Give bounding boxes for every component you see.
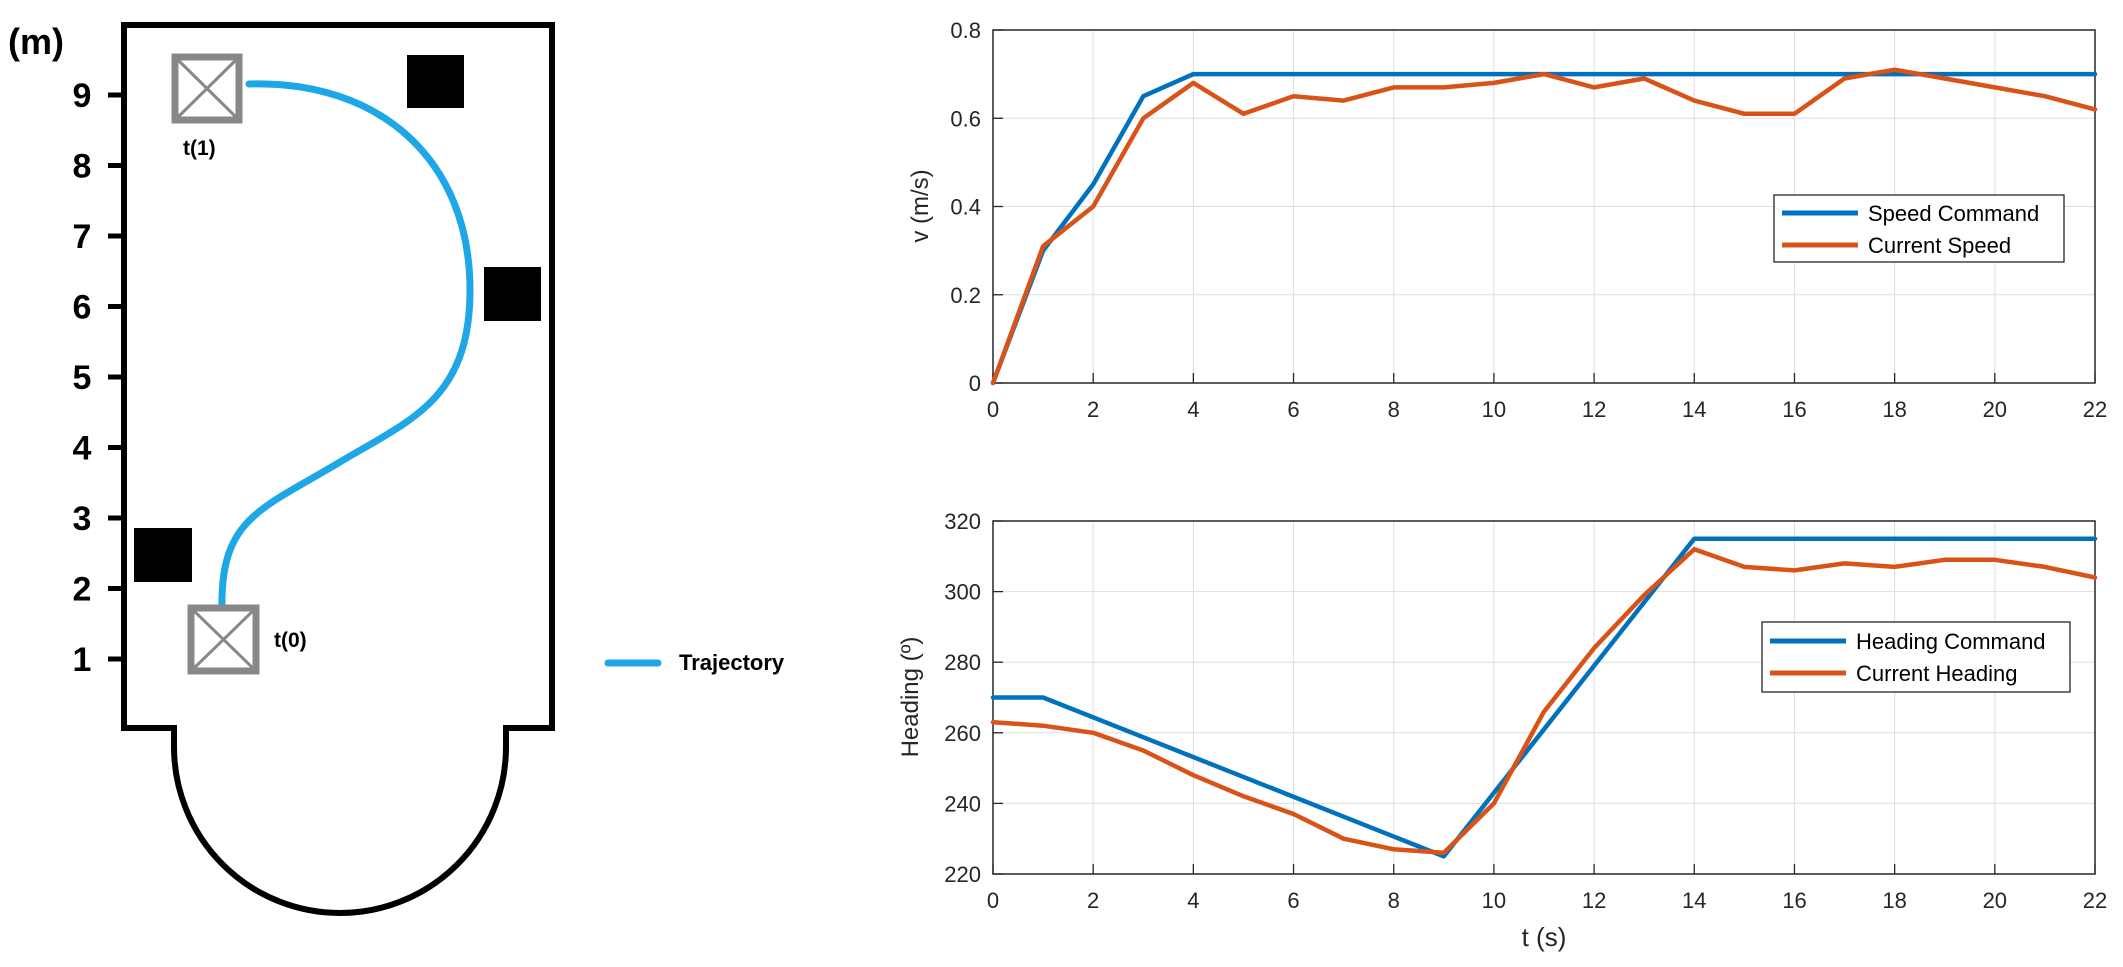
heading-x-axis: 0 2 4 6 8 10 12 14 16 18 20 22 (987, 864, 2107, 913)
map-y-tick-label: 9 (73, 77, 92, 115)
speed-y-axis: 0 0.2 0.4 0.6 0.8 (950, 18, 1003, 396)
x-tick-label: 20 (1983, 397, 2007, 422)
heading-chart: 0 2 4 6 8 10 12 14 16 18 20 22 220 240 260 280 300 320 t… (897, 509, 2107, 952)
heading-grid (992, 520, 2096, 875)
x-tick-label: 6 (1287, 397, 1299, 422)
x-tick-label: 16 (1782, 397, 1806, 422)
map-y-tick-label: 5 (73, 359, 92, 397)
y-tick-label: 260 (944, 721, 981, 746)
speed-x-axis: 0 2 4 6 8 10 12 14 16 18 20 22 (987, 373, 2107, 422)
series-line-heading-command (990, 536, 2098, 859)
heading-plot-area (992, 520, 2096, 875)
heading-series (990, 536, 2098, 859)
room-outline (121, 22, 555, 916)
legend-label-heading-command: Heading Command (1856, 629, 2046, 654)
legend-label-current-heading: Current Heading (1856, 661, 2017, 686)
y-tick-label: 0.4 (950, 195, 981, 220)
speed-series (990, 67, 2098, 386)
y-tick-label: 0.6 (950, 106, 981, 131)
end-marker (171, 53, 243, 124)
speed-chart: 0 2 4 6 8 10 12 14 16 18 20 22 0 0.2 0.4 0.6 0.8 v (m/s… (907, 18, 2107, 422)
map-y-tick-label: 7 (73, 218, 92, 256)
map-y-axis: 9 8 7 6 5 4 3 2 1 (73, 77, 124, 679)
heading-legend: Heading Command Current Heading (1761, 621, 2071, 693)
start-marker (187, 604, 260, 675)
y-tick-label: 0.2 (950, 283, 981, 308)
map-y-tick-label: 3 (73, 500, 92, 538)
x-tick-label: 20 (1983, 888, 2007, 913)
heading-y-axis-title: Heading (º) (897, 637, 924, 758)
end-label: t(1) (183, 137, 216, 160)
map-y-tick-label: 4 (73, 430, 92, 468)
x-tick-label: 6 (1287, 888, 1299, 913)
trajectory-path (218, 80, 474, 614)
x-tick-label: 12 (1582, 888, 1606, 913)
x-tick-label: 14 (1682, 397, 1706, 422)
map-y-tick-label: 6 (73, 289, 92, 327)
x-tick-label: 12 (1582, 397, 1606, 422)
x-tick-label: 8 (1388, 397, 1400, 422)
x-tick-label: 4 (1187, 888, 1199, 913)
speed-legend: Speed Command Current Speed (1773, 194, 2065, 263)
legend-label-speed-command: Speed Command (1868, 201, 2039, 226)
obstacle-3 (134, 528, 192, 582)
map-unit-label: (m) (8, 21, 64, 62)
start-label: t(0) (274, 629, 307, 652)
heading-y-axis: 220 240 260 280 300 320 (944, 509, 1003, 887)
y-tick-label: 0.8 (950, 18, 981, 43)
y-tick-label: 320 (944, 509, 981, 534)
x-tick-label: 2 (1087, 397, 1099, 422)
x-tick-label: 18 (1882, 397, 1906, 422)
x-tick-label: 18 (1882, 888, 1906, 913)
x-tick-label: 14 (1682, 888, 1706, 913)
speed-y-axis-title: v (m/s) (907, 169, 934, 242)
y-tick-label: 220 (944, 862, 981, 887)
y-tick-label: 300 (944, 580, 981, 605)
map-y-tick-label: 1 (73, 641, 92, 679)
floor-map: (m) 9 8 7 6 5 4 3 2 1 t(1) t(0) Trajectory (8, 21, 785, 916)
x-tick-label: 22 (2083, 888, 2107, 913)
trajectory-legend-label: Trajectory (679, 650, 785, 675)
y-tick-label: 280 (944, 650, 981, 675)
y-tick-label: 0 (969, 371, 981, 396)
series-line-current-speed (990, 67, 2098, 386)
map-y-tick-label: 8 (73, 148, 92, 186)
y-tick-label: 240 (944, 791, 981, 816)
x-tick-label: 8 (1388, 888, 1400, 913)
obstacle-2 (484, 267, 541, 321)
series-line-current-heading (990, 546, 2098, 856)
obstacle-1 (407, 55, 464, 108)
x-tick-label: 0 (987, 888, 999, 913)
x-tick-label: 10 (1482, 397, 1506, 422)
x-tick-label: 0 (987, 397, 999, 422)
x-tick-label: 4 (1187, 397, 1199, 422)
legend-label-current-speed: Current Speed (1868, 233, 2011, 258)
x-tick-label: 10 (1482, 888, 1506, 913)
map-y-tick-label: 2 (73, 571, 92, 609)
x-tick-label: 16 (1782, 888, 1806, 913)
x-tick-label: 2 (1087, 888, 1099, 913)
heading-x-axis-title: t (s) (1522, 922, 1567, 952)
x-tick-label: 22 (2083, 397, 2107, 422)
